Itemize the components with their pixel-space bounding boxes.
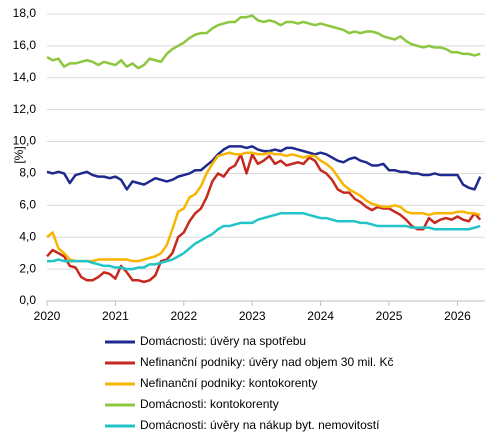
y-tick-label: 6,0 — [19, 198, 36, 212]
x-tick-label: 2020 — [34, 309, 61, 323]
x-tick-label: 2024 — [307, 309, 334, 323]
series-line — [46, 153, 482, 284]
y-tick-label: 14,0 — [13, 70, 37, 84]
series-line — [47, 212, 481, 271]
y-tick-label: 0,0 — [19, 293, 36, 307]
y-tick-label: 10,0 — [13, 134, 37, 148]
x-tick-label: 2022 — [170, 309, 197, 323]
y-tick-label: 2,0 — [19, 261, 36, 275]
y-tick-label: 4,0 — [19, 229, 36, 243]
y-tick-label: 18,0 — [13, 6, 37, 20]
x-tick-label: 2026 — [444, 309, 471, 323]
legend-label: Nefinanční podniky: úvěry nad objem 30 m… — [140, 355, 393, 369]
legend-label: Domácnosti: úvěry na spotřebu — [140, 334, 306, 348]
y-axis-label: [%] — [12, 146, 26, 163]
series-line — [46, 145, 482, 191]
legend-label: Domácnosti: kontokorenty — [140, 397, 279, 411]
y-tick-label: 16,0 — [13, 38, 37, 52]
x-tick-label: 2025 — [376, 309, 403, 323]
legend-label: Domácnosti: úvěry na nákup byt. nemovito… — [140, 418, 380, 432]
legend-label: Nefinanční podniky: kontokorenty — [140, 376, 317, 390]
y-tick-label: 8,0 — [19, 166, 36, 180]
x-tick-label: 2021 — [102, 309, 129, 323]
x-tick-label: 2023 — [239, 309, 266, 323]
series-line — [46, 14, 481, 70]
series-line — [46, 151, 481, 263]
y-tick-label: 12,0 — [13, 102, 37, 116]
